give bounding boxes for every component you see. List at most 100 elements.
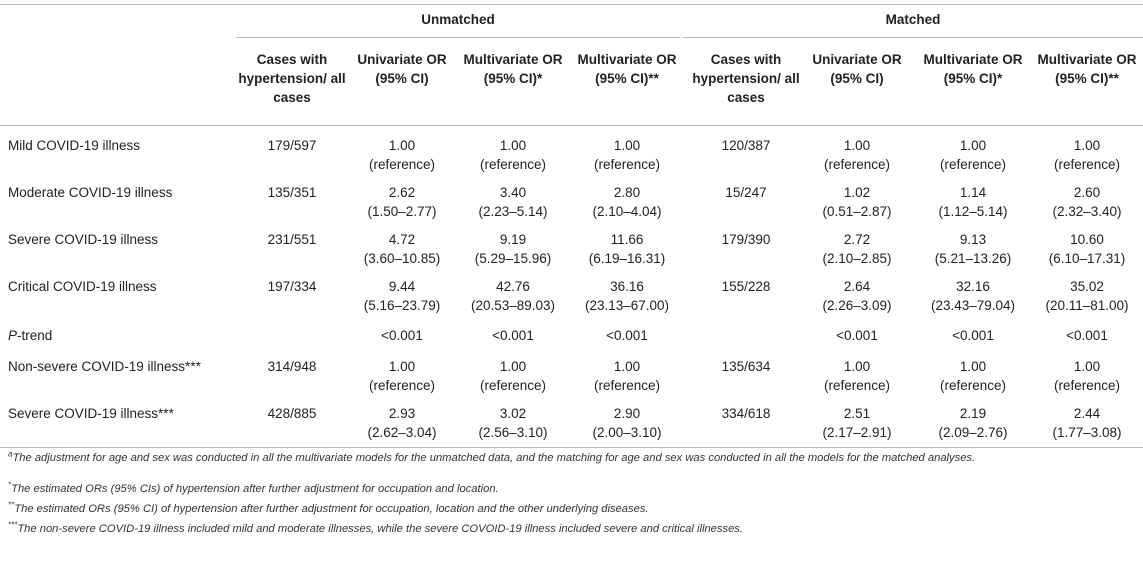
table-cell-value: 2.51: [843, 406, 871, 421]
row-label: Moderate COVID-19 illness: [8, 185, 173, 200]
table-cell-value: 2.44: [1073, 406, 1101, 421]
table-cell-value: 428/885: [267, 406, 317, 421]
col-header-cases-unmatched: Cases with hypertension/ all cases: [238, 52, 346, 105]
table-cell-ci: (reference): [368, 378, 436, 393]
table-cell-value: <0.001: [492, 328, 534, 343]
row-label: Severe COVID-19 illness***: [8, 406, 174, 421]
table-cell-ci: (2.10–2.85): [822, 251, 892, 266]
table-cell-value: 1.02: [843, 185, 871, 200]
table-cell-value: 1.14: [959, 185, 987, 200]
table-top-rule: [0, 4, 1143, 5]
table-cell-value: <0.001: [836, 328, 878, 343]
row-label: Mild COVID-19 illness: [8, 138, 141, 153]
table-cell-value: 9.19: [499, 232, 527, 247]
table-cell-value: <0.001: [381, 328, 423, 343]
table-cell-ci: (reference): [368, 157, 436, 172]
table-bottom-rule: [0, 447, 1143, 448]
table-cell-ci: (1.77–3.08): [1052, 425, 1122, 440]
table-cell-ci: (5.21–13.26): [934, 251, 1012, 266]
table-cell-ci: (5.29–15.96): [474, 251, 552, 266]
table-cell-value: 1.00: [388, 138, 416, 153]
col-header-univariate-unmatched: Univariate OR (95% CI): [357, 52, 447, 86]
table-cell-value: 314/948: [267, 359, 317, 374]
table-cell-ci: (reference): [1053, 378, 1121, 393]
table-cell-value: 135/351: [267, 185, 317, 200]
table-cell-value: 10.60: [1070, 232, 1104, 247]
table-cell-value: <0.001: [606, 328, 648, 343]
table-cell-value: 36.16: [610, 279, 644, 294]
table-cell-value: 15/247: [725, 185, 767, 200]
table-cell-ci: (reference): [939, 378, 1007, 393]
footnote-a: aThe adjustment for age and sex was cond…: [8, 449, 976, 464]
table-cell-value: 2.64: [843, 279, 871, 294]
row-label: Non-severe COVID-19 illness***: [8, 359, 201, 374]
col-header-multivariate2-matched: Multivariate OR (95% CI)**: [1037, 52, 1137, 86]
footnote-triple-star: ***The non-severe COVID-19 illness inclu…: [8, 520, 744, 535]
table-cell-value: 135/634: [721, 359, 771, 374]
table-cell-ci: (2.23–5.14): [478, 204, 548, 219]
table-cell-ci: (0.51–2.87): [822, 204, 892, 219]
table-cell-value: 1.00: [613, 138, 641, 153]
table-cell-value: 32.16: [956, 279, 990, 294]
table-cell-value: 231/551: [267, 232, 317, 247]
table-cell-value: 1.00: [499, 138, 527, 153]
table-cell-value: 197/334: [267, 279, 317, 294]
table-cell-ci: (6.19–16.31): [588, 251, 666, 266]
col-header-multivariate1-unmatched: Multivariate OR (95% CI)*: [463, 52, 563, 86]
table-cell-ci: (2.26–3.09): [822, 298, 892, 313]
table-cell-value: 1.00: [959, 138, 987, 153]
table-cell-ci: (reference): [479, 157, 547, 172]
table-cell-value: 35.02: [1070, 279, 1104, 294]
table-cell-value: 4.72: [388, 232, 416, 247]
unmatched-underline: [236, 37, 680, 38]
table-cell-ci: (2.62–3.04): [367, 425, 437, 440]
table-cell-value: 179/390: [721, 232, 771, 247]
group-header-unmatched: Unmatched: [421, 12, 495, 27]
table-cell-value: 1.00: [843, 359, 871, 374]
table-cell-value: 1.00: [499, 359, 527, 374]
table-cell-ci: (23.43–79.04): [930, 298, 1016, 313]
table-cell-ci: (1.12–5.14): [938, 204, 1008, 219]
table-cell-value: 3.40: [499, 185, 527, 200]
table-cell-value: 1.00: [613, 359, 641, 374]
table-cell-ci: (2.32–3.40): [1052, 204, 1122, 219]
row-label: Severe COVID-19 illness: [8, 232, 159, 247]
table-cell-value: 2.19: [959, 406, 987, 421]
table-cell-value: 2.62: [388, 185, 416, 200]
table-cell-value: <0.001: [952, 328, 994, 343]
table-cell-value: 120/387: [721, 138, 771, 153]
table-cell-value: 334/618: [721, 406, 771, 421]
table-cell-value: 9.13: [959, 232, 987, 247]
table-cell-ci: (2.09–2.76): [938, 425, 1008, 440]
table-cell-ci: (20.53–89.03): [470, 298, 556, 313]
table-cell-value: 1.00: [1073, 138, 1101, 153]
table-cell-value: 42.76: [496, 279, 530, 294]
header-bottom-rule: [0, 125, 1143, 126]
table-cell-value: 11.66: [610, 232, 644, 247]
footnote-single-star: *The estimated ORs (95% CIs) of hyperten…: [8, 480, 499, 495]
table-cell-value: 1.00: [959, 359, 987, 374]
table-cell-value: 2.80: [613, 185, 641, 200]
table-cell-value: 155/228: [721, 279, 771, 294]
table-cell-ci: (reference): [939, 157, 1007, 172]
group-header-matched: Matched: [885, 12, 941, 27]
table-cell-value: 2.90: [613, 406, 641, 421]
table-cell-value: 3.02: [499, 406, 527, 421]
table-cell-ci: (reference): [823, 157, 891, 172]
table-cell-value: <0.001: [1066, 328, 1108, 343]
footnote-double-star: **The estimated ORs (95% CI) of hyperten…: [8, 500, 649, 515]
table-cell-value: 1.00: [843, 138, 871, 153]
table-cell-ci: (reference): [823, 378, 891, 393]
table-cell-ci: (20.11–81.00): [1045, 298, 1129, 313]
col-header-multivariate2-unmatched: Multivariate OR (95% CI)**: [577, 52, 677, 86]
table-cell-ci: (5.16–23.79): [363, 298, 441, 313]
table-cell-value: 179/597: [267, 138, 317, 153]
row-label: Critical COVID-19 illness: [8, 279, 157, 294]
table-cell-ci: (reference): [1053, 157, 1121, 172]
col-header-multivariate1-matched: Multivariate OR (95% CI)*: [923, 52, 1023, 86]
table-cell-ci: (2.10–4.04): [592, 204, 662, 219]
table-cell-value: 9.44: [388, 279, 416, 294]
table-cell-ci: (1.50–2.77): [367, 204, 437, 219]
table-cell-ci: (reference): [479, 378, 547, 393]
